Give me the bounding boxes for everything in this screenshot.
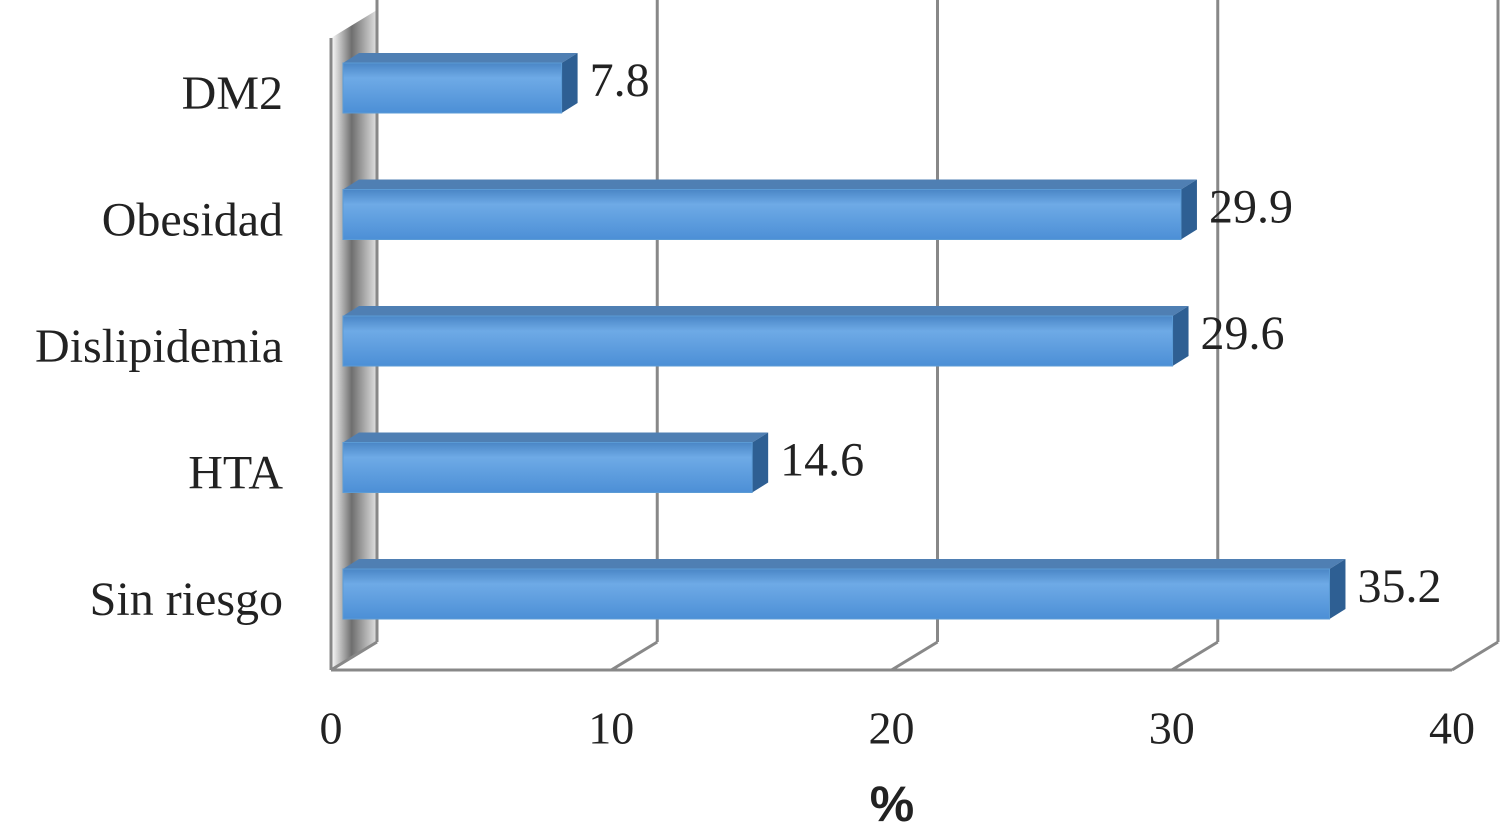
- bar-side: [752, 432, 769, 493]
- x-axis-label: %: [870, 776, 914, 832]
- bar-top: [343, 306, 1189, 316]
- y-tick-label: Dislipidemia: [35, 320, 283, 373]
- bar: [342, 315, 1174, 367]
- bar-side: [1172, 306, 1189, 366]
- x-tick-label: 10: [588, 703, 634, 754]
- y-tick-label: HTA: [188, 447, 283, 500]
- bar: [342, 442, 753, 493]
- bar: [342, 62, 563, 114]
- bar-top: [343, 432, 769, 443]
- bar: [342, 189, 1182, 240]
- floor-grid-line: [1170, 640, 1219, 672]
- floor-grid-line: [330, 640, 378, 672]
- x-tick-label: 40: [1429, 703, 1475, 754]
- floor-grid-line: [610, 640, 659, 672]
- value-label: 29.6: [1201, 307, 1285, 360]
- bar-top: [343, 179, 1197, 190]
- bar: [342, 568, 1330, 620]
- floor-grid-line: [890, 640, 939, 672]
- bar-side: [1329, 559, 1346, 619]
- bar-top: [343, 559, 1346, 569]
- y-tick-label: Sin riesgo: [90, 573, 283, 626]
- value-label: 14.6: [780, 434, 864, 487]
- value-label: 35.2: [1357, 560, 1441, 613]
- bar-side: [561, 53, 578, 113]
- bar-top: [343, 53, 578, 63]
- value-label: 7.8: [590, 54, 650, 107]
- y-tick-label: Obesidad: [102, 194, 283, 247]
- value-label: 29.9: [1209, 181, 1293, 234]
- x-tick-label: 0: [320, 703, 343, 754]
- y-tick-label: DM2: [182, 67, 283, 120]
- x-tick-label: 30: [1149, 703, 1195, 754]
- x-tick-label: 20: [869, 703, 915, 754]
- bar-side: [1180, 179, 1197, 240]
- floor-grid-line: [1451, 640, 1499, 672]
